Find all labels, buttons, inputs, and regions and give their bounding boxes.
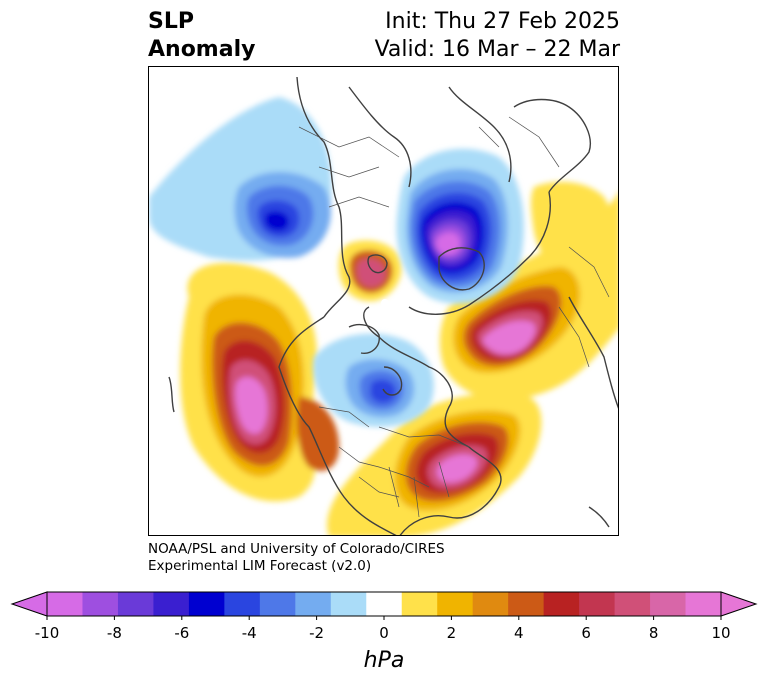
credit-line-1: NOAA/PSL and University of Colorado/CIRE… bbox=[148, 541, 445, 557]
colorbar-bin bbox=[295, 592, 332, 616]
colorbar-under-arrow bbox=[10, 591, 48, 617]
colorbar-tick-label: -4 bbox=[242, 624, 257, 642]
colorbar-bin bbox=[188, 592, 225, 616]
colorbar-bin bbox=[259, 592, 296, 616]
title-variable: SLP bbox=[148, 9, 194, 34]
colorbar-bin bbox=[47, 592, 83, 616]
negative-anomaly-shading bbox=[149, 97, 524, 427]
credit-line-2: Experimental LIM Forecast (v2.0) bbox=[148, 558, 372, 574]
colorbar-bin bbox=[685, 592, 722, 616]
colorbar-tick-label: 0 bbox=[379, 624, 389, 642]
colorbar-tick-label: 10 bbox=[711, 624, 730, 642]
colorbar-over-arrow bbox=[720, 591, 758, 617]
positive-anomaly-shading bbox=[180, 181, 618, 535]
colorbar-bin bbox=[650, 592, 687, 616]
coastlines bbox=[168, 76, 618, 535]
colorbar-bin bbox=[117, 592, 154, 616]
colorbar-tick-label: 2 bbox=[447, 624, 457, 642]
colorbar-tick-label: 6 bbox=[581, 624, 591, 642]
colorbar-unit: hPa bbox=[363, 648, 405, 673]
anomaly-field bbox=[149, 76, 618, 535]
forecast-dates: Init: Thu 27 Feb 2025 Valid: 16 Mar – 22… bbox=[375, 8, 620, 64]
colorbar-tick-label: -8 bbox=[107, 624, 122, 642]
colorbar-bin bbox=[82, 592, 119, 616]
colorbar-bin bbox=[330, 592, 367, 616]
pole-marker bbox=[381, 299, 389, 307]
colorbar-bin bbox=[508, 592, 545, 616]
colorbar-tick-label: 8 bbox=[649, 624, 659, 642]
colorbar-bin bbox=[472, 592, 509, 616]
colorbar-bin bbox=[224, 592, 261, 616]
colorbar-bin bbox=[543, 592, 580, 616]
map-title: SLP Anomaly bbox=[148, 8, 255, 64]
credit-text: NOAA/PSL and University of Colorado/CIRE… bbox=[148, 541, 445, 575]
colorbar-tick-label: -2 bbox=[309, 624, 324, 642]
colorbar-bin bbox=[579, 592, 616, 616]
colorbar-bin bbox=[153, 592, 190, 616]
colorbar-bin bbox=[366, 592, 403, 616]
political-borders bbox=[298, 116, 610, 518]
colorbar-tick-label: -10 bbox=[35, 624, 60, 642]
title-variable-type: Anomaly bbox=[148, 37, 256, 62]
colorbar: -10 -8 -6 -4 -2 0 2 4 6 8 10 bbox=[0, 586, 768, 686]
polar-map bbox=[148, 66, 619, 536]
valid-dates: Valid: 16 Mar – 22 Mar bbox=[374, 37, 620, 62]
colorbar-bin bbox=[437, 592, 474, 616]
colorbar-graphic: -10 -8 -6 -4 -2 0 2 4 6 8 10 bbox=[10, 591, 758, 642]
colorbar-bin bbox=[401, 592, 438, 616]
colorbar-tick-label: 4 bbox=[514, 624, 524, 642]
colorbar-bin bbox=[614, 592, 651, 616]
colorbar-tick-label: -6 bbox=[174, 624, 189, 642]
init-date: Init: Thu 27 Feb 2025 bbox=[385, 9, 620, 34]
